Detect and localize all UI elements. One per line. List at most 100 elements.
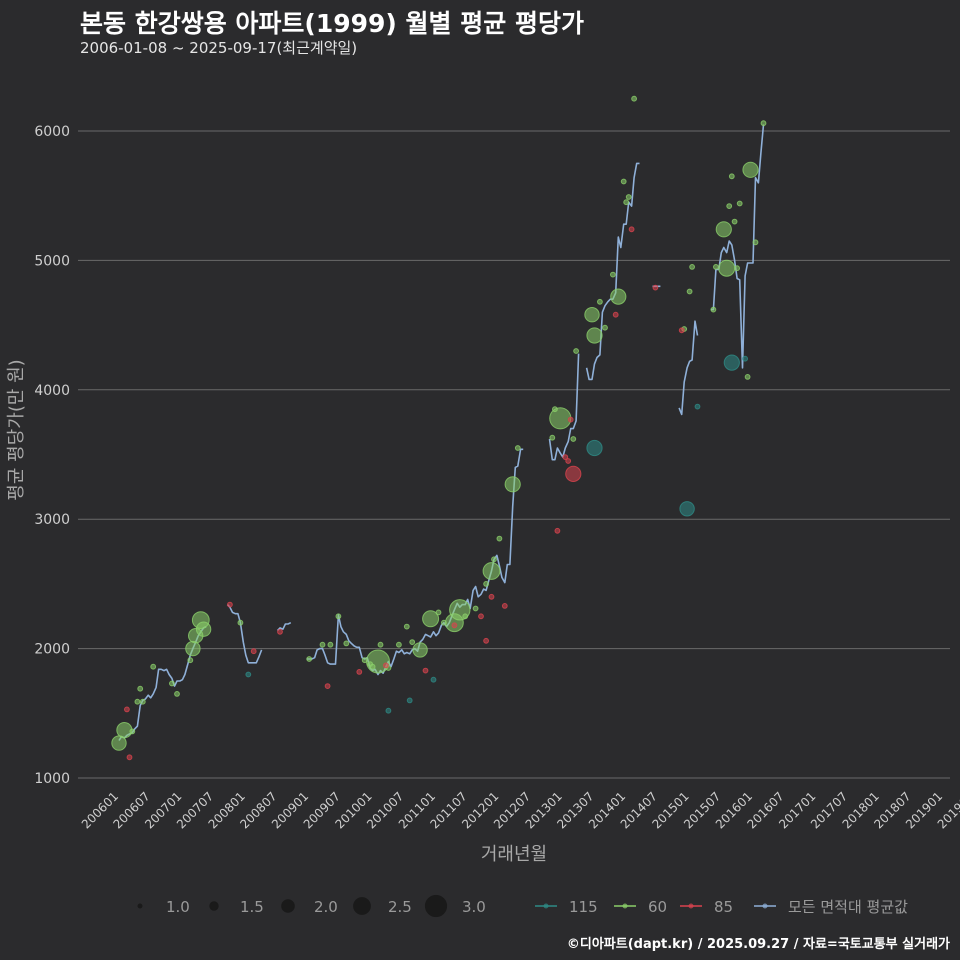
y-tick-label: 3000 xyxy=(34,512,70,528)
point-60 xyxy=(734,265,740,272)
average-line-segment xyxy=(678,320,699,416)
point-60 xyxy=(610,271,616,278)
point-60 xyxy=(752,239,759,246)
point-60 xyxy=(169,680,175,687)
x-axis-title: 거래년월 xyxy=(481,844,547,865)
color-legend-dot xyxy=(622,903,628,909)
color-legend-label: 85 xyxy=(714,898,733,916)
color-legend-label: 60 xyxy=(648,898,667,916)
average-line-segment xyxy=(306,448,524,676)
color-legend-dot xyxy=(762,903,768,909)
point-60 xyxy=(597,298,603,305)
point-60 xyxy=(713,264,719,270)
point-115 xyxy=(406,697,413,704)
average-line-segment xyxy=(548,353,580,461)
point-85 xyxy=(422,667,429,674)
point-60 xyxy=(129,728,136,735)
point-60 xyxy=(573,348,579,354)
point-60 xyxy=(412,642,428,658)
point-85 xyxy=(124,706,130,713)
point-85 xyxy=(612,311,619,318)
grid-layer xyxy=(78,130,950,779)
point-60 xyxy=(744,374,751,380)
point-85 xyxy=(126,754,133,761)
point-60 xyxy=(174,691,180,697)
y-tick-label: 1000 xyxy=(34,771,70,787)
x-axis-ticks: 2006012006072007012007072008012008072009… xyxy=(79,789,960,831)
point-60 xyxy=(195,621,212,637)
average-line-segment xyxy=(276,621,292,632)
point-85 xyxy=(451,622,458,629)
point-85 xyxy=(324,683,331,689)
point-115 xyxy=(694,403,701,410)
point-60 xyxy=(435,609,442,616)
point-85 xyxy=(628,226,635,233)
point-60 xyxy=(422,610,440,628)
size-legend-label: 3.0 xyxy=(462,898,486,916)
point-60 xyxy=(584,307,600,323)
point-60 xyxy=(620,178,627,185)
point-60 xyxy=(403,623,410,630)
point-85 xyxy=(554,527,561,534)
color-legend-dot xyxy=(688,903,694,909)
point-115 xyxy=(679,501,695,517)
point-60 xyxy=(335,613,342,620)
point-60 xyxy=(137,685,144,692)
point-60 xyxy=(718,259,736,277)
point-85 xyxy=(488,593,495,600)
size-legend-label: 2.0 xyxy=(314,898,338,916)
point-115 xyxy=(586,439,603,457)
point-60 xyxy=(134,698,141,705)
color-legend-label: 115 xyxy=(569,898,598,916)
point-60 xyxy=(237,619,244,626)
average-line-segment xyxy=(585,162,640,381)
point-85 xyxy=(567,416,574,423)
color-legend-dot xyxy=(543,903,549,909)
average-line-segment xyxy=(710,124,765,369)
point-60 xyxy=(549,434,556,441)
point-85 xyxy=(356,669,363,675)
point-115 xyxy=(430,676,437,683)
point-60 xyxy=(514,445,521,451)
size-legend-circle xyxy=(209,901,219,911)
point-85 xyxy=(250,648,257,655)
size-legend-circle xyxy=(353,897,371,915)
point-85 xyxy=(227,601,233,608)
point-85 xyxy=(678,327,685,334)
point-60 xyxy=(377,641,384,648)
point-85 xyxy=(277,628,283,635)
point-60 xyxy=(327,641,334,648)
point-60 xyxy=(319,641,326,648)
point-60 xyxy=(625,194,632,200)
point-60 xyxy=(150,663,157,670)
average-line-segment xyxy=(226,604,263,664)
point-60 xyxy=(185,640,201,657)
point-115 xyxy=(245,671,252,678)
point-85 xyxy=(483,637,490,644)
point-85 xyxy=(565,458,572,464)
point-60 xyxy=(483,581,490,587)
point-60 xyxy=(462,613,469,620)
point-60 xyxy=(306,656,313,662)
point-85 xyxy=(562,454,569,461)
color-legend-label: 모든 면적대 평균값 xyxy=(788,898,908,916)
point-60 xyxy=(726,203,733,210)
point-85 xyxy=(478,613,484,620)
y-axis-title: 평균 평당가(만 원) xyxy=(6,359,27,500)
point-60 xyxy=(504,476,521,493)
point-60 xyxy=(710,306,717,313)
point-60 xyxy=(728,173,735,180)
point-60 xyxy=(482,562,501,580)
point-60 xyxy=(586,327,603,344)
size-legend-circle xyxy=(424,894,448,918)
point-60 xyxy=(736,200,743,207)
point-115 xyxy=(742,355,748,362)
point-60 xyxy=(742,161,759,178)
point-60 xyxy=(731,218,738,225)
point-60 xyxy=(631,95,637,102)
legend: 1.0 1.5 2.0 2.5 3.0 115 60 85 모든 면적대 평균값 xyxy=(137,894,908,918)
point-115 xyxy=(385,707,392,714)
point-layer xyxy=(111,95,767,761)
y-tick-label: 2000 xyxy=(34,642,70,658)
